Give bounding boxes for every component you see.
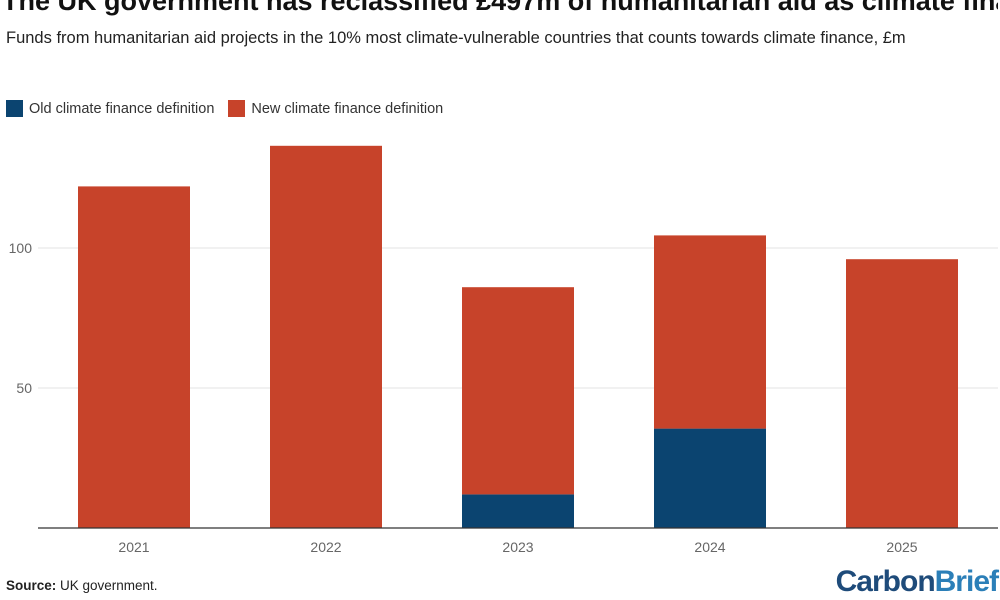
chart-subtitle: Funds from humanitarian aid projects in … xyxy=(6,29,906,47)
bar-new-2021 xyxy=(78,186,190,528)
legend: Old climate finance definition New clima… xyxy=(6,100,457,117)
source-note: Source: UK government. xyxy=(6,578,158,593)
legend-swatch-old xyxy=(6,100,23,117)
legend-label-new: New climate finance definition xyxy=(251,100,444,117)
x-tick-label-2023: 2023 xyxy=(502,539,533,555)
legend-item-new: New climate finance definition xyxy=(228,100,443,117)
x-tick-label-2025: 2025 xyxy=(886,539,917,555)
y-tick-label-100: 100 xyxy=(9,240,33,256)
legend-item-old: Old climate finance definition xyxy=(6,100,214,117)
logo-brief: Brief xyxy=(934,565,999,598)
logo-carbon: Carbon xyxy=(835,565,936,598)
bar-old-2023 xyxy=(462,494,574,528)
bar-new-2024 xyxy=(654,235,766,429)
legend-swatch-new xyxy=(228,100,246,117)
bar-new-2023 xyxy=(462,287,574,495)
bar-new-2025 xyxy=(846,259,958,528)
bar-new-2022 xyxy=(270,145,382,529)
chart-title: The UK government has reclassified £497m… xyxy=(2,0,998,16)
x-tick-label-2022: 2022 xyxy=(310,539,341,555)
source-label: Source: xyxy=(6,578,57,593)
legend-label-old: Old climate finance definition xyxy=(29,100,215,117)
source-text: UK government. xyxy=(56,578,158,593)
carbonbrief-logo: CarbonBrief xyxy=(835,565,999,599)
x-tick-label-2024: 2024 xyxy=(694,539,725,555)
bar-old-2024 xyxy=(654,428,766,528)
x-tick-label-2021: 2021 xyxy=(118,539,149,555)
y-tick-label-50: 50 xyxy=(16,380,32,396)
